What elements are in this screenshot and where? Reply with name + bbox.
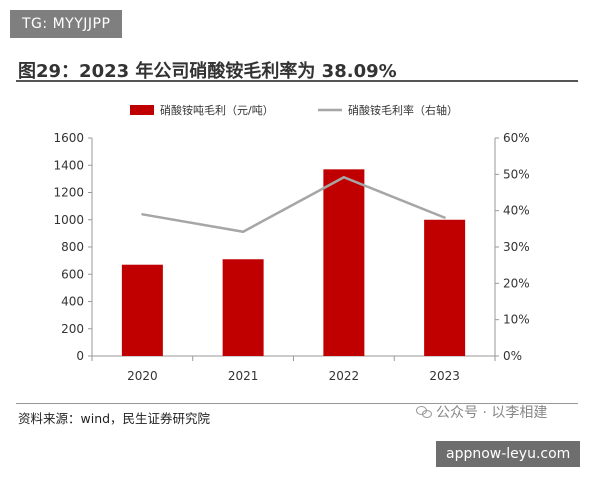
wechat-icon xyxy=(416,406,432,418)
left-tick-label: 0 xyxy=(76,349,84,363)
left-tick-label: 1400 xyxy=(53,158,84,172)
bar-2021 xyxy=(222,259,264,356)
left-tick-label: 1000 xyxy=(53,213,84,227)
wechat-account-label: 公众号 · 以李相建 xyxy=(436,405,548,421)
title-divider xyxy=(16,80,578,82)
source-note: 资料来源：wind，民生证券研究院 xyxy=(18,411,211,426)
left-tick-label: 600 xyxy=(61,267,84,281)
site-watermark: appnow-leyu.com xyxy=(436,441,581,467)
bar-2020 xyxy=(121,264,163,356)
margin-line xyxy=(142,175,446,233)
right-tick-label: 10% xyxy=(503,313,530,327)
left-tick-label: 800 xyxy=(61,240,84,254)
bar-2023 xyxy=(424,219,466,356)
right-tick-label: 30% xyxy=(503,240,530,254)
x-tick-label: 2022 xyxy=(329,369,360,383)
figure-title: 图29：2023 年公司硝酸铵毛利率为 38.09% xyxy=(18,61,397,82)
left-tick-label: 1200 xyxy=(53,186,84,200)
bar-2022 xyxy=(323,169,365,356)
right-tick-label: 20% xyxy=(503,276,530,290)
x-tick-label: 2023 xyxy=(429,369,460,383)
left-tick-label: 200 xyxy=(61,322,84,336)
left-tick-label: 400 xyxy=(61,295,84,309)
right-tick-label: 60% xyxy=(503,131,530,145)
margin-point-2021 xyxy=(241,230,245,233)
legend-label-line: 硝酸铵毛利率（右轴） xyxy=(348,103,458,117)
right-tick-label: 50% xyxy=(503,167,530,181)
margin-point-2022 xyxy=(342,176,346,179)
margin-point-2020 xyxy=(141,213,144,216)
right-tick-label: 0% xyxy=(503,349,522,363)
legend-swatch-bar xyxy=(130,105,154,115)
source-divider xyxy=(16,403,578,404)
wechat-account: 公众号 · 以李相建 xyxy=(416,402,547,422)
left-tick-label: 1600 xyxy=(53,131,84,145)
right-tick-label: 40% xyxy=(503,204,530,218)
legend-label-bar: 硝酸铵吨毛利（元/吨） xyxy=(160,103,274,117)
source-tag: TG: MYYJJPP xyxy=(10,10,123,38)
x-tick-label: 2020 xyxy=(127,369,158,383)
combo-chart: 0 200 400 600 800 1000 1200 1400 1600 0% 10% 20% 30%… xyxy=(53,103,530,383)
x-tick-label: 2021 xyxy=(228,369,259,383)
margin-point-2023 xyxy=(443,216,446,219)
